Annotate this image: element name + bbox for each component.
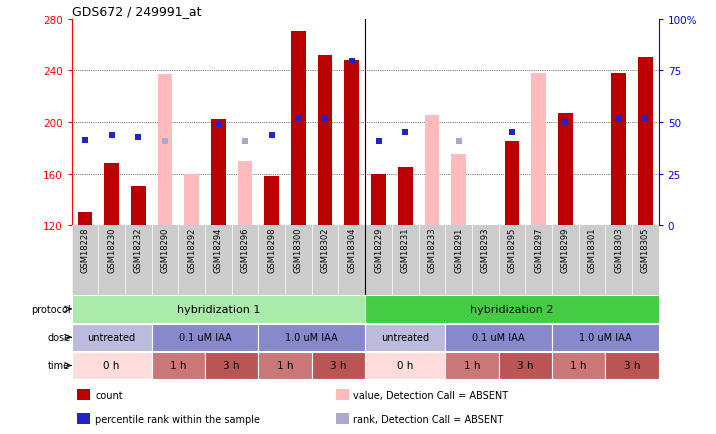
Text: 1 h: 1 h — [464, 361, 480, 371]
Text: time: time — [48, 361, 70, 371]
Bar — [158, 75, 173, 226]
Text: 1.0 uM IAA: 1.0 uM IAA — [579, 332, 632, 342]
Bar — [505, 142, 519, 226]
Text: GSM18295: GSM18295 — [508, 227, 516, 273]
Bar — [344, 61, 359, 226]
Text: GSM18303: GSM18303 — [614, 227, 623, 273]
Bar — [264, 177, 279, 226]
Bar — [365, 324, 445, 351]
Bar — [205, 352, 258, 379]
Bar — [365, 352, 445, 379]
Bar — [611, 74, 626, 226]
Text: GSM18230: GSM18230 — [107, 227, 116, 273]
Bar — [211, 120, 226, 226]
Text: hybridization 2: hybridization 2 — [470, 304, 553, 314]
Bar — [77, 213, 92, 226]
Bar — [72, 296, 365, 323]
Text: GSM18297: GSM18297 — [534, 227, 543, 273]
Text: 3 h: 3 h — [624, 361, 640, 371]
Text: GSM18304: GSM18304 — [347, 227, 357, 273]
Text: 0 h: 0 h — [397, 361, 413, 371]
Text: GSM18229: GSM18229 — [374, 227, 383, 273]
Text: 1.0 uM IAA: 1.0 uM IAA — [286, 332, 338, 342]
Text: GSM18292: GSM18292 — [187, 227, 196, 273]
Text: GSM18298: GSM18298 — [267, 227, 276, 273]
Text: protocol: protocol — [31, 304, 70, 314]
Bar — [311, 352, 365, 379]
Bar — [152, 352, 205, 379]
Text: rank, Detection Call = ABSENT: rank, Detection Call = ABSENT — [354, 414, 503, 424]
Text: 3 h: 3 h — [517, 361, 533, 371]
Text: GSM18299: GSM18299 — [561, 227, 570, 273]
Bar — [77, 413, 90, 424]
Text: untreated: untreated — [87, 332, 136, 342]
Text: GSM18301: GSM18301 — [588, 227, 596, 273]
Bar — [498, 352, 552, 379]
Text: GSM18302: GSM18302 — [321, 227, 329, 273]
Bar — [445, 352, 498, 379]
Bar — [371, 174, 386, 226]
Bar — [531, 74, 546, 226]
Bar — [291, 33, 306, 226]
Text: 1 h: 1 h — [170, 361, 187, 371]
Bar — [336, 413, 349, 424]
Bar — [131, 187, 145, 226]
Text: GSM18305: GSM18305 — [641, 227, 650, 273]
Text: GSM18232: GSM18232 — [134, 227, 142, 273]
Text: percentile rank within the sample: percentile rank within the sample — [95, 414, 260, 424]
Text: hybridization 1: hybridization 1 — [177, 304, 260, 314]
Text: GSM18290: GSM18290 — [160, 227, 170, 273]
Text: GSM18293: GSM18293 — [480, 227, 490, 273]
Text: 0.1 uM IAA: 0.1 uM IAA — [473, 332, 525, 342]
Bar — [318, 56, 332, 226]
Bar — [451, 155, 466, 226]
Bar — [238, 161, 253, 226]
Text: GSM18296: GSM18296 — [241, 227, 250, 273]
Bar — [152, 324, 258, 351]
Bar — [365, 296, 659, 323]
Bar — [552, 324, 659, 351]
Bar — [72, 324, 152, 351]
Text: dose: dose — [47, 332, 70, 342]
Text: count: count — [95, 390, 122, 400]
Text: 0.1 uM IAA: 0.1 uM IAA — [179, 332, 231, 342]
Text: GSM18228: GSM18228 — [80, 227, 90, 273]
Bar — [77, 389, 90, 400]
Bar — [552, 352, 605, 379]
Text: GSM18291: GSM18291 — [454, 227, 463, 273]
Bar — [105, 164, 119, 226]
Bar — [258, 324, 365, 351]
Bar — [558, 114, 573, 226]
Bar — [425, 116, 439, 226]
Text: 3 h: 3 h — [330, 361, 347, 371]
Text: untreated: untreated — [381, 332, 430, 342]
Bar — [638, 58, 653, 226]
Text: GDS672 / 249991_at: GDS672 / 249991_at — [72, 5, 201, 18]
Text: value, Detection Call = ABSENT: value, Detection Call = ABSENT — [354, 390, 508, 400]
Text: GSM18233: GSM18233 — [427, 227, 436, 273]
Text: 1 h: 1 h — [277, 361, 294, 371]
Text: 3 h: 3 h — [223, 361, 240, 371]
Text: GSM18294: GSM18294 — [214, 227, 223, 273]
Text: 0 h: 0 h — [103, 361, 120, 371]
Bar — [184, 174, 199, 226]
Bar — [336, 389, 349, 400]
Bar — [605, 352, 659, 379]
Bar — [258, 352, 311, 379]
Bar — [72, 352, 152, 379]
Bar — [445, 324, 552, 351]
Text: GSM18300: GSM18300 — [294, 227, 303, 273]
Bar — [398, 168, 412, 226]
Text: 1 h: 1 h — [571, 361, 587, 371]
Text: GSM18231: GSM18231 — [401, 227, 410, 273]
